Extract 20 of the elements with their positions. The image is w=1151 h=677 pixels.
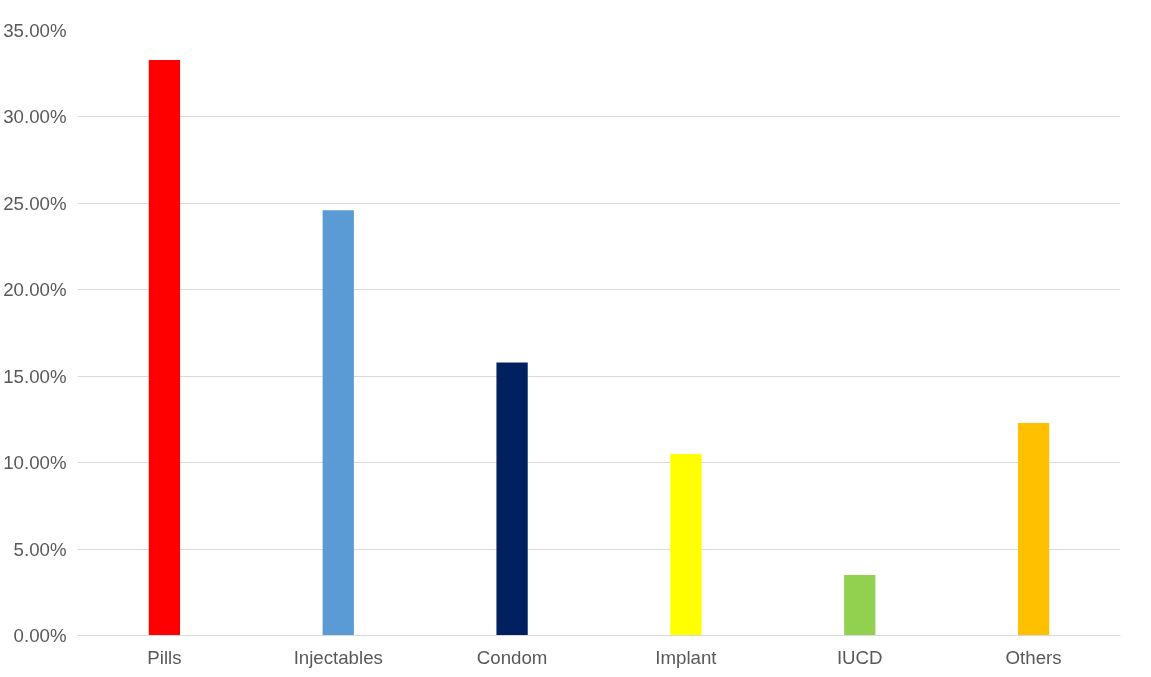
bar	[1017, 422, 1050, 636]
bar	[496, 362, 528, 636]
y-tick-label: 30.00%	[3, 106, 67, 128]
y-tick-label: 25.00%	[3, 192, 67, 214]
y-tick-label: 15.00%	[3, 365, 67, 387]
y-tick-label: 35.00%	[3, 20, 67, 41]
x-tick-label: Condom	[476, 646, 548, 668]
x-tick-label: IUCD	[836, 646, 883, 668]
x-tick-label: Injectables	[293, 646, 383, 668]
y-tick-label: 5.00%	[13, 538, 67, 560]
bar	[670, 454, 702, 636]
bar	[844, 575, 876, 636]
x-tick-label: Pills	[147, 646, 182, 668]
bar	[322, 210, 354, 636]
y-tick-label: 0.00%	[13, 625, 67, 646]
y-tick-label: 10.00%	[3, 452, 67, 474]
x-tick-label: Implant	[655, 646, 718, 668]
y-tick-label: 20.00%	[3, 279, 67, 301]
bar	[148, 59, 181, 636]
x-tick-label: Others	[1005, 646, 1062, 668]
